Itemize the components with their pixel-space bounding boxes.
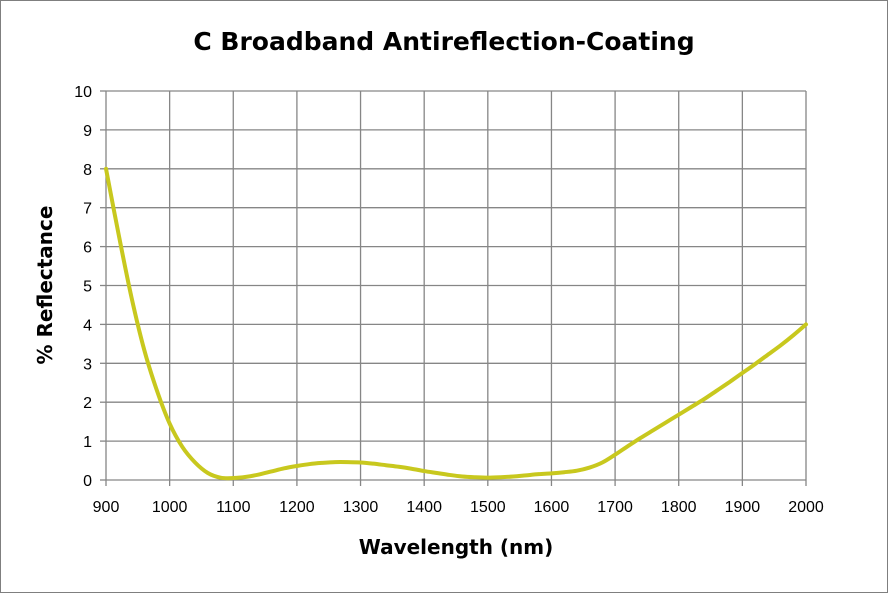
y-tick-label: 0: [83, 473, 92, 490]
plot-area: [104, 166, 808, 481]
y-tick-label: 2: [83, 395, 92, 412]
x-tick-label: 1100: [216, 499, 251, 516]
y-tick-label: 4: [83, 317, 92, 334]
x-tick-label: 1400: [406, 499, 442, 516]
x-tick-label: 2000: [788, 499, 824, 516]
x-tick-label: 1300: [343, 499, 379, 516]
x-tick-labels: 900 1000 1100 1200 1300 1400 1500 1600 1700 1800 1…: [93, 499, 824, 516]
y-tick-label: 9: [83, 123, 92, 140]
y-tick-label: 7: [83, 201, 92, 218]
x-tick-label: 1700: [597, 499, 633, 516]
x-tick-label: 1900: [725, 499, 761, 516]
y-tick-label: 6: [83, 240, 92, 257]
x-axis-label: Wavelength (nm): [359, 535, 554, 559]
x-tick-label: 1200: [279, 499, 315, 516]
grid: [100, 90, 807, 486]
y-tick-label: 5: [83, 279, 92, 296]
x-tick-label: 1800: [661, 499, 697, 516]
chart-title: C Broadband Antireflection-Coating: [193, 27, 694, 56]
y-tick-label: 1: [83, 434, 92, 451]
reflectance-series-line: [104, 166, 808, 481]
y-tick-label: 10: [74, 84, 92, 101]
y-axis-label: % Reflectance: [33, 206, 57, 365]
x-tick-label: 1600: [534, 499, 570, 516]
y-tick-label: 8: [83, 162, 92, 179]
x-tick-label: 900: [93, 499, 120, 516]
x-tick-label: 1000: [152, 499, 188, 516]
y-tick-labels: 0 1 2 3 4 5 6 7 8 9 10: [74, 84, 92, 490]
x-tick-label: 1500: [470, 499, 506, 516]
y-tick-label: 3: [83, 356, 92, 373]
